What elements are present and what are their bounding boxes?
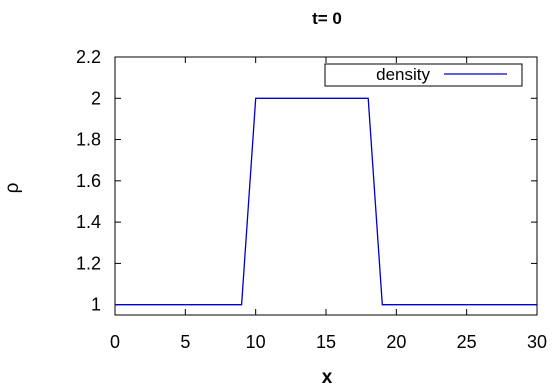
x-tick-label: 25 bbox=[457, 332, 477, 352]
plot-area: 0 5 10 15 20 25 30 1 1.2 1.4 1.6 1.8 2 2.2 density bbox=[76, 47, 547, 352]
y-tick-label: 1.6 bbox=[76, 171, 101, 191]
y-tick-label: 1.4 bbox=[76, 212, 101, 232]
x-tick-label: 5 bbox=[180, 332, 190, 352]
legend-label: density bbox=[376, 65, 430, 84]
y-tick-label: 1 bbox=[91, 295, 101, 315]
chart-title: t= 0 bbox=[312, 9, 342, 28]
y-axis-label: ρ bbox=[2, 182, 23, 193]
x-tick-label: 30 bbox=[527, 332, 547, 352]
series-line-density bbox=[115, 97, 537, 306]
y-tick-label: 2 bbox=[91, 88, 101, 108]
x-tick-label: 20 bbox=[386, 332, 406, 352]
x-tick-label: 0 bbox=[110, 332, 120, 352]
legend-box bbox=[324, 63, 523, 87]
y-tick-label: 2.2 bbox=[76, 47, 101, 67]
plot-frame bbox=[114, 56, 538, 316]
y-tick-label: 1.8 bbox=[76, 130, 101, 150]
x-axis-label: x bbox=[322, 367, 333, 387]
x-tick-label: 15 bbox=[316, 332, 336, 352]
y-tick-label: 1.2 bbox=[76, 253, 101, 273]
x-tick-label: 10 bbox=[246, 332, 266, 352]
